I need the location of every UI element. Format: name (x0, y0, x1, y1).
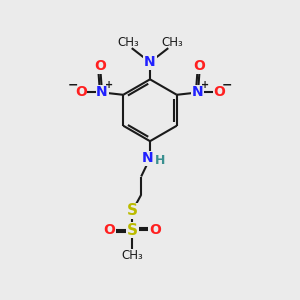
Text: N: N (192, 85, 204, 99)
Text: O: O (149, 223, 161, 237)
Text: O: O (213, 85, 225, 99)
Text: N: N (96, 85, 108, 99)
Text: N: N (144, 55, 156, 69)
Text: N: N (142, 151, 154, 165)
Text: +: + (105, 80, 113, 90)
Text: H: H (155, 154, 166, 166)
Text: O: O (194, 59, 206, 73)
Text: S: S (127, 223, 138, 238)
Text: O: O (75, 85, 87, 99)
Text: CH₃: CH₃ (161, 36, 183, 49)
Text: O: O (104, 223, 116, 237)
Text: S: S (127, 203, 138, 218)
Text: O: O (94, 59, 106, 73)
Text: CH₃: CH₃ (117, 36, 139, 49)
Text: −: − (222, 79, 233, 92)
Text: −: − (67, 79, 78, 92)
Text: CH₃: CH₃ (122, 249, 143, 262)
Text: +: + (201, 80, 209, 90)
